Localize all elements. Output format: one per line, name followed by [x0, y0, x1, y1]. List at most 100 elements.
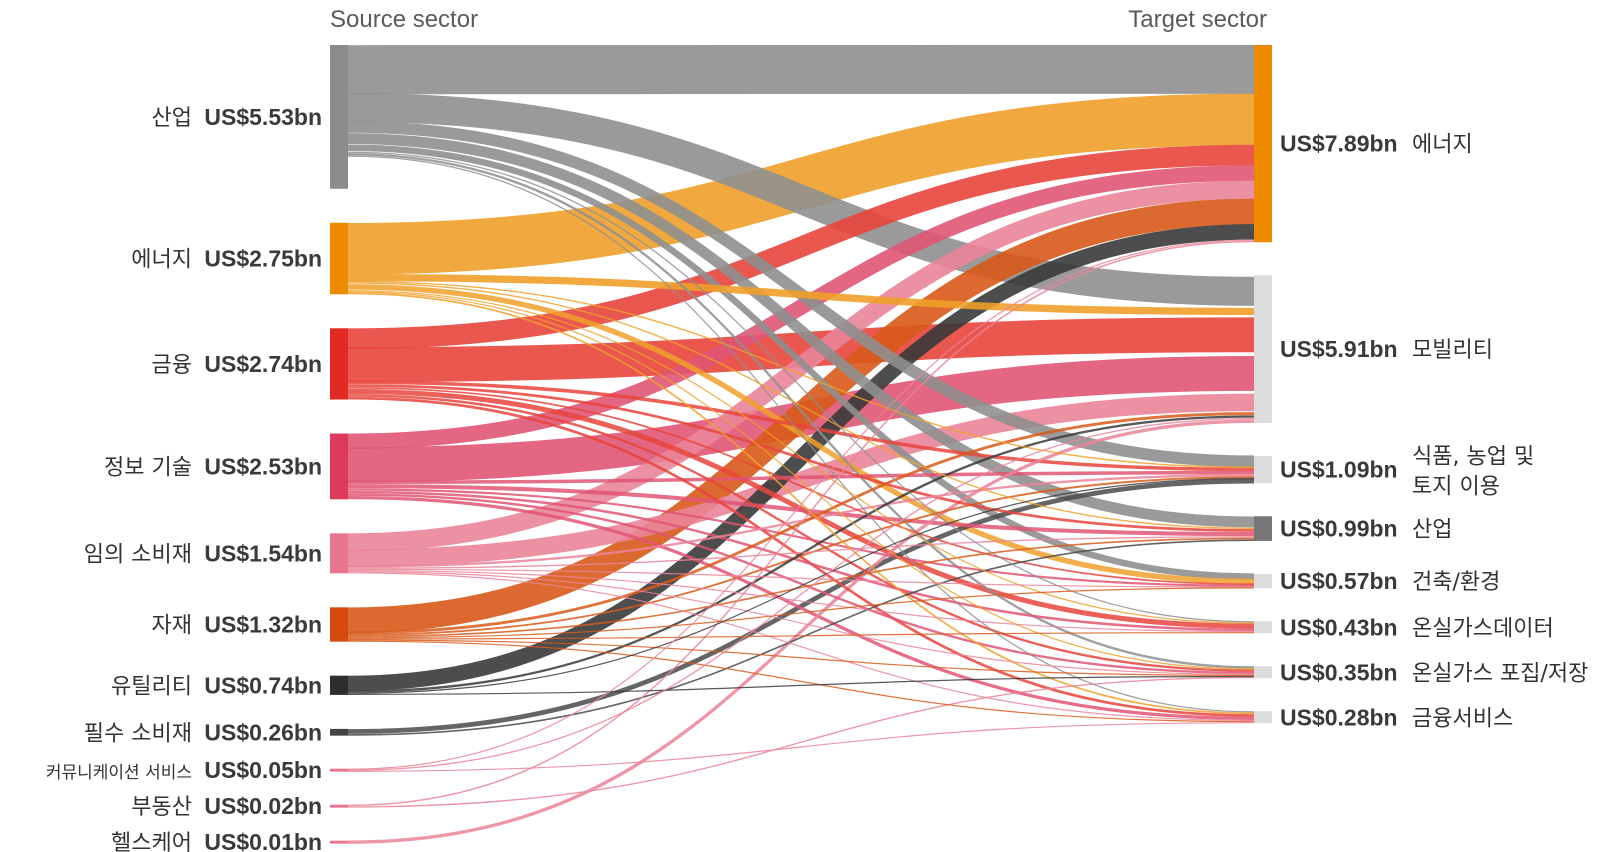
source-node-materials [330, 607, 348, 642]
source-value-consumer: US$1.54bn [204, 540, 322, 566]
target-name-building: 건축/환경 [1412, 570, 1500, 595]
source-name-realestate: 부동산 [131, 795, 192, 820]
flow-link-industry-to-building [347, 144, 1255, 580]
flow-link-finance-to-mobility [347, 317, 1255, 383]
source-node-health [330, 840, 348, 844]
target-name-ccs: 온실가스 포집/저장 [1412, 661, 1588, 686]
source-value-health: US$0.01bn [204, 829, 322, 852]
source-node-energy [330, 222, 348, 295]
source-sector-header: Source sector [330, 6, 478, 33]
target-node-mobility [1254, 275, 1272, 423]
target-sector-header: Target sector [1128, 6, 1267, 33]
source-value-staples: US$0.26bn [204, 719, 322, 745]
source-node-realestate [330, 804, 348, 808]
source-value-comms: US$0.05bn [204, 757, 322, 783]
flow-link-comms-to-finsvc [347, 722, 1255, 772]
flow-link-materials-to-industry [347, 537, 1255, 638]
flow-link-finance-to-building [347, 386, 1255, 586]
source-value-utilities: US$0.74bn [204, 672, 322, 698]
target-value-food: US$1.09bn [1280, 457, 1398, 483]
flow-link-materials-to-ccs [347, 639, 1255, 677]
flow-links [347, 44, 1255, 844]
target-value-ghgdata: US$0.43bn [1280, 614, 1398, 640]
target-name-ghgdata: 온실가스데이터 [1412, 616, 1554, 641]
source-name-utilities: 유틸리티 [111, 674, 192, 699]
flow-link-realestate-to-energy [347, 240, 1255, 807]
source-name-staples: 필수 소비재 [84, 721, 192, 746]
target-node-ghgdata [1254, 621, 1272, 634]
flow-link-consumer-to-finsvc [347, 572, 1255, 722]
flow-link-materials-to-building [347, 587, 1255, 639]
flow-link-realestate-to-ccs [347, 676, 1255, 808]
flow-link-consumer-to-ghgdata [347, 569, 1255, 633]
flow-link-utilities-to-food [347, 477, 1255, 694]
target-node-energy [1254, 45, 1272, 243]
source-value-it: US$2.53bn [204, 453, 322, 479]
flow-link-it-to-ghgdata [347, 490, 1255, 632]
flow-link-finance-to-industry [347, 384, 1255, 532]
flow-link-finance-to-energy [347, 144, 1255, 349]
flow-link-comms-to-energy [347, 239, 1255, 770]
source-name-energy: 에너지 [131, 248, 192, 273]
source-node-it [330, 433, 348, 500]
source-node-utilities [330, 675, 348, 695]
sector-nodes [330, 45, 1272, 844]
flow-link-materials-to-food [347, 476, 1255, 636]
flow-link-consumer-to-industry [347, 536, 1255, 569]
source-name-finance: 금융 [152, 353, 192, 378]
flow-link-industry-to-ccs [347, 152, 1255, 669]
flow-link-utilities-to-mobility [347, 415, 1255, 693]
flow-link-materials-to-energy [347, 198, 1255, 634]
flow-link-energy-to-food [347, 280, 1255, 468]
target-value-ccs: US$0.35bn [1280, 659, 1398, 685]
flow-link-it-to-building [347, 488, 1255, 587]
source-node-industry [330, 45, 348, 189]
source-name-health: 헬스케어 [111, 831, 192, 852]
target-node-ccs [1254, 666, 1272, 679]
flow-link-industry-to-mobility [347, 92, 1255, 306]
flow-link-comms-to-mobility [347, 417, 1255, 771]
flow-link-it-to-food [347, 470, 1255, 485]
target-node-food [1254, 456, 1272, 484]
flow-link-materials-to-finsvc [347, 640, 1255, 723]
flow-link-finance-to-food [347, 380, 1255, 472]
target-value-finsvc: US$0.28bn [1280, 704, 1398, 730]
flow-link-it-to-ccs [347, 493, 1255, 675]
flow-link-industry-to-ghgdata [347, 151, 1255, 623]
source-name-it: 정보 기술 [104, 455, 192, 480]
flow-link-it-to-finsvc [347, 495, 1255, 720]
target-name-energy: 에너지 [1412, 133, 1473, 158]
flow-link-energy-to-ccs [347, 291, 1255, 670]
target-node-finsvc [1254, 711, 1272, 724]
source-value-industry: US$5.53bn [204, 104, 322, 130]
flow-link-health-to-mobility [347, 419, 1255, 844]
flow-link-it-to-industry [347, 484, 1255, 537]
flow-link-materials-to-ghgdata [347, 632, 1255, 640]
flow-link-utilities-to-ccs [347, 675, 1255, 695]
flow-link-staples-to-industry [347, 539, 1255, 736]
flow-link-industry-to-industry [347, 133, 1255, 528]
source-name-comms: 커뮤니케이션 서비스 [46, 763, 192, 783]
target-value-building: US$0.57bn [1280, 568, 1398, 594]
source-name-consumer: 임의 소비재 [84, 542, 192, 567]
source-value-finance: US$2.74bn [204, 351, 322, 377]
flow-link-it-to-energy [347, 165, 1255, 450]
target-node-industry [1254, 516, 1272, 541]
sector-labels: US$5.53bn 산업 US$2.75bn 에너지 US$2.74bn 금융 US$2.5… [46, 104, 1589, 852]
source-value-energy: US$2.75bn [204, 246, 322, 272]
target-value-mobility: US$5.91bn [1280, 336, 1398, 362]
source-value-realestate: US$0.02bn [204, 793, 322, 819]
target-name-mobility: 모빌리티 [1412, 338, 1493, 363]
flow-link-energy-to-industry [347, 282, 1255, 530]
source-name-materials: 자재 [152, 614, 192, 639]
flow-link-consumer-to-food [347, 474, 1255, 568]
target-name-finsvc: 금융서비스 [1412, 706, 1513, 731]
flow-link-industry-to-finsvc [347, 155, 1255, 713]
source-node-finance [330, 328, 348, 400]
target-value-industry: US$0.99bn [1280, 516, 1398, 542]
source-value-materials: US$1.32bn [204, 612, 322, 638]
source-name-industry: 산업 [152, 106, 192, 131]
flow-link-energy-to-ghgdata [347, 290, 1255, 624]
source-node-consumer [330, 533, 348, 574]
